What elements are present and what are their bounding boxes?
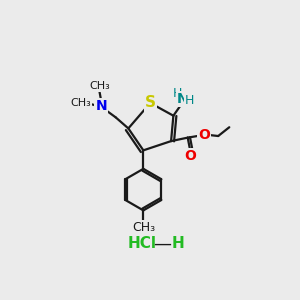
Text: H: H	[172, 236, 184, 251]
Text: O: O	[198, 128, 210, 142]
Text: H: H	[185, 94, 194, 107]
Text: HCl: HCl	[128, 236, 157, 251]
Text: CH₃: CH₃	[70, 98, 92, 109]
Text: H: H	[173, 88, 182, 100]
Text: O: O	[184, 149, 196, 163]
Text: N: N	[95, 99, 107, 113]
Text: N: N	[177, 92, 188, 106]
Text: S: S	[145, 95, 156, 110]
Text: CH₃: CH₃	[132, 220, 155, 233]
Text: —: —	[153, 235, 171, 253]
Text: CH₃: CH₃	[89, 81, 110, 92]
